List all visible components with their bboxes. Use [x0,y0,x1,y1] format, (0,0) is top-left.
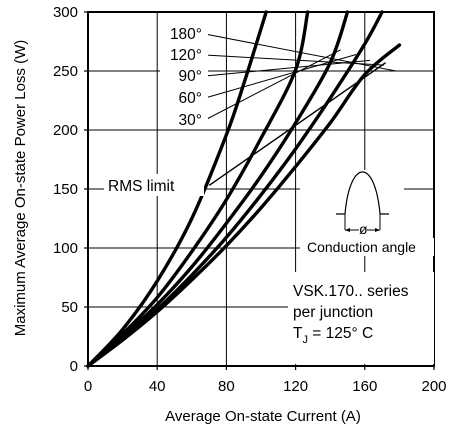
leader-line [204,54,384,66]
x-tick-label: 120 [283,378,308,395]
conduction-label-bg [304,238,434,256]
conduction-angle-label: Conduction angle [307,239,416,255]
junction-temperature-label: TJ = 125° C [293,325,373,346]
plot-frame [87,11,435,367]
half-sine-waveform-icon [336,171,389,215]
x-tick-label: 0 [84,378,92,395]
y-tick-label: 250 [53,63,78,80]
legend-label: 90° [179,68,202,85]
rms-label-bg [104,174,204,196]
leader-line [204,53,357,99]
y-tick-label: 200 [53,122,78,139]
rms-limit-label: RMS limit [108,178,175,195]
leader-line [204,59,371,77]
x-tick-label: 40 [149,378,166,395]
y-tick-label: 100 [53,240,78,257]
y-tick-label: 0 [70,358,78,375]
arrowhead-right-icon [375,228,380,232]
legend-label: 120° [170,47,202,64]
x-tick-labels: 0 40 80 120 160 200 [84,366,447,395]
x-tick-label: 200 [421,378,446,395]
y-tick-label: 300 [53,4,78,21]
legend-label-bg [160,46,208,64]
curve-60deg [86,10,310,368]
conduction-symbol: ø [359,221,368,237]
device-series-label: VSK.170.. series [293,283,409,300]
legend-label: 180° [170,26,202,43]
arrowhead-left-icon [345,228,350,232]
x-axis-title: Average On-state Current (A) [165,408,361,425]
legend-label: 30° [179,112,202,129]
y-axis-title: Maximum Average On-state Power Loss (W) [12,40,29,336]
legend-label-bg [160,67,208,85]
legend-leader-lines [204,33,397,121]
x-tick-label: 160 [352,378,377,395]
phi-bg [359,223,367,235]
curve-30deg [86,10,268,368]
y-tick-labels: 0 50 100 150 200 250 300 [53,4,88,375]
leader-line [204,49,341,121]
y-tick-label: 50 [61,299,78,316]
conduction-curves [86,10,402,368]
legend: 180° 120° 90° 60° 30° [160,25,208,129]
per-junction-label: per junction [293,304,373,321]
legend-label-bg [160,25,208,43]
device-info-bg [288,272,434,364]
curve-90deg [86,10,350,368]
x-tick-label: 80 [218,378,235,395]
legend-label-bg [160,111,208,129]
legend-label-bg [160,89,208,107]
legend-label: 60° [179,90,202,107]
leader-line [204,33,397,72]
y-tick-label: 150 [53,181,78,198]
conduction-angle-inset: ø Conduction angle [300,170,434,256]
curve-120deg [86,10,384,368]
